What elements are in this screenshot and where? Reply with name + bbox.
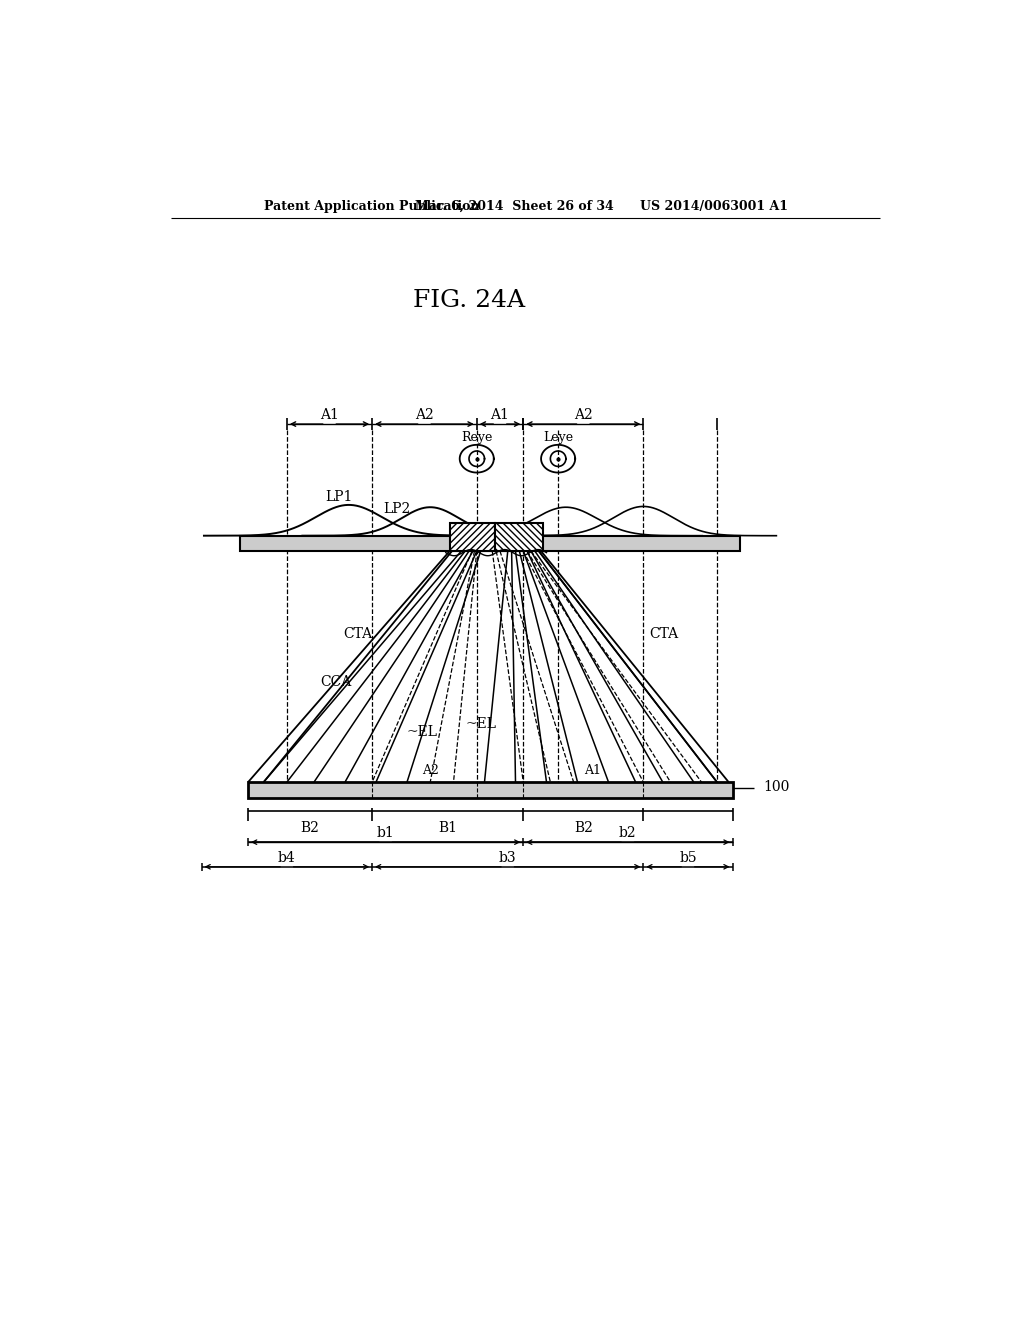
Text: A2: A2 [415, 408, 434, 422]
Text: b3: b3 [499, 850, 516, 865]
Text: b1: b1 [377, 826, 394, 840]
Text: A2: A2 [422, 764, 438, 777]
Text: CCA: CCA [321, 675, 351, 689]
Text: b4: b4 [278, 850, 296, 865]
Text: B1: B1 [438, 821, 457, 836]
Text: B2: B2 [301, 821, 319, 836]
Text: CTA: CTA [343, 627, 373, 642]
Text: LP1: LP1 [326, 490, 353, 504]
Text: FIG. 24A: FIG. 24A [413, 289, 525, 313]
Text: b5: b5 [679, 850, 696, 865]
Text: A1: A1 [585, 764, 601, 777]
Text: Patent Application Publication: Patent Application Publication [263, 199, 479, 213]
Text: ~EL: ~EL [465, 717, 496, 731]
Text: Reye: Reye [461, 430, 493, 444]
Text: ~EL: ~EL [407, 725, 438, 739]
Text: A2: A2 [573, 408, 593, 422]
Text: A1: A1 [321, 408, 339, 422]
Text: US 2014/0063001 A1: US 2014/0063001 A1 [640, 199, 787, 213]
Text: Leye: Leye [543, 430, 573, 444]
Text: 100: 100 [764, 780, 790, 793]
Bar [241, 536, 740, 552]
Text: b2: b2 [620, 826, 637, 840]
Text: CTA: CTA [649, 627, 678, 642]
Text: A1: A1 [490, 408, 509, 422]
Bar [248, 781, 732, 797]
Bar [495, 523, 543, 552]
Text: B2: B2 [573, 821, 593, 836]
Text: LP2: LP2 [384, 502, 411, 516]
Bar [450, 523, 495, 552]
Text: Mar. 6, 2014  Sheet 26 of 34: Mar. 6, 2014 Sheet 26 of 34 [415, 199, 613, 213]
